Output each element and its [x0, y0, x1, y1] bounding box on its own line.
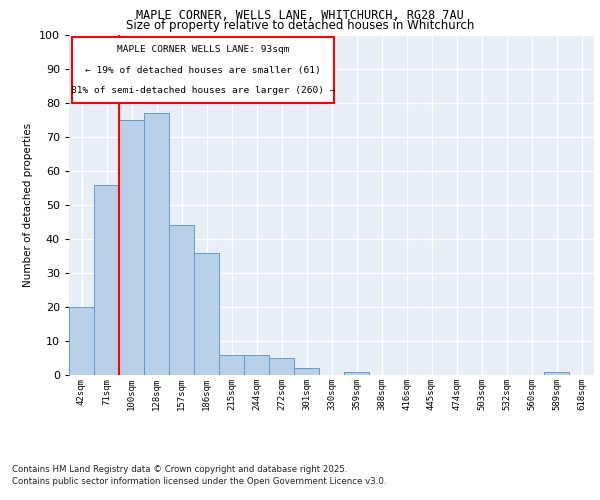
- Text: 81% of semi-detached houses are larger (260) →: 81% of semi-detached houses are larger (…: [71, 86, 335, 95]
- Bar: [269, 358, 294, 375]
- Text: MAPLE CORNER WELLS LANE: 93sqm: MAPLE CORNER WELLS LANE: 93sqm: [116, 45, 289, 54]
- Text: ← 19% of detached houses are smaller (61): ← 19% of detached houses are smaller (61…: [85, 66, 321, 74]
- Bar: [69, 307, 94, 375]
- Bar: [244, 354, 269, 375]
- Bar: [169, 226, 194, 375]
- Bar: [119, 120, 144, 375]
- Bar: [219, 354, 244, 375]
- Bar: [94, 184, 119, 375]
- FancyBboxPatch shape: [71, 36, 334, 103]
- Bar: [144, 113, 169, 375]
- Bar: [194, 252, 219, 375]
- Bar: [544, 372, 569, 375]
- Text: MAPLE CORNER, WELLS LANE, WHITCHURCH, RG28 7AU: MAPLE CORNER, WELLS LANE, WHITCHURCH, RG…: [136, 9, 464, 22]
- Text: Size of property relative to detached houses in Whitchurch: Size of property relative to detached ho…: [126, 19, 474, 32]
- Bar: [294, 368, 319, 375]
- Y-axis label: Number of detached properties: Number of detached properties: [23, 123, 34, 287]
- Text: Contains public sector information licensed under the Open Government Licence v3: Contains public sector information licen…: [12, 477, 386, 486]
- Bar: [344, 372, 369, 375]
- Text: Contains HM Land Registry data © Crown copyright and database right 2025.: Contains HM Land Registry data © Crown c…: [12, 466, 347, 474]
